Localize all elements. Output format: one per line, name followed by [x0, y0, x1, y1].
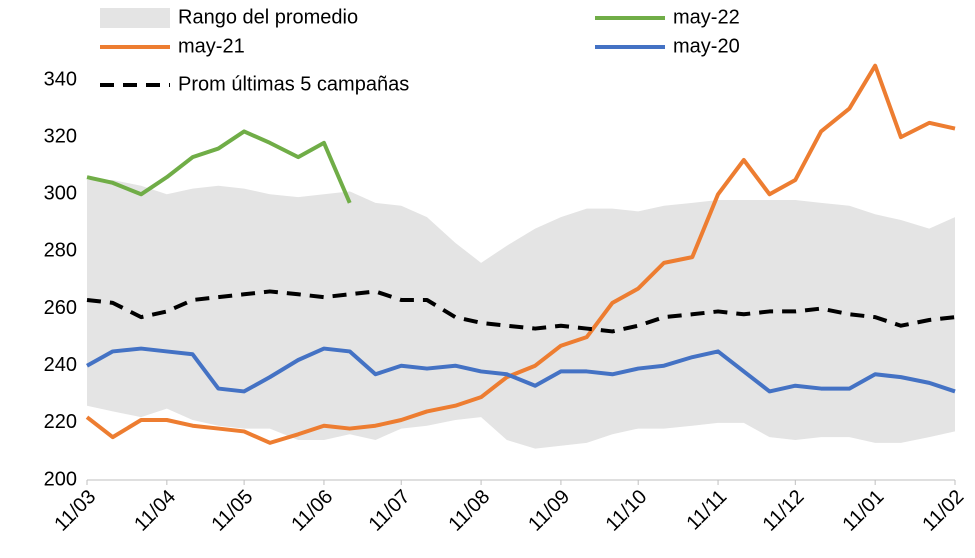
y-tick-label: 320: [44, 125, 77, 147]
y-tick-label: 220: [44, 411, 77, 433]
x-tick-label: 11/09: [524, 486, 574, 536]
x-tick-label: 11/02: [918, 486, 968, 536]
y-tick-label: 280: [44, 240, 77, 262]
y-tick-label: 260: [44, 297, 77, 319]
x-tick-label: 11/11: [682, 486, 731, 535]
series-line: [86, 289, 956, 334]
legend-label: may-20: [673, 35, 740, 57]
series-line: [86, 129, 352, 204]
legend-swatch: [100, 8, 170, 28]
x-tick-label: 11/12: [759, 486, 809, 536]
x-tick-label: 11/04: [130, 486, 180, 536]
y-tick-label: 240: [44, 354, 77, 376]
legend-label: Rango del promedio: [178, 6, 358, 28]
x-tick-label: 11/08: [444, 486, 494, 536]
series-line: [86, 346, 956, 394]
legend-label: may-22: [673, 6, 740, 28]
x-tick-label: 11/05: [207, 486, 257, 536]
y-tick-label: 340: [44, 68, 77, 90]
legend-label: Prom últimas 5 campañas: [178, 73, 409, 95]
x-tick-label: 11/07: [365, 486, 415, 536]
series-line: [85, 63, 956, 445]
x-tick-label: 11/03: [50, 486, 100, 536]
legend-label: may-21: [178, 35, 245, 57]
x-tick-label: 11/06: [287, 486, 337, 536]
range-band: [87, 180, 955, 449]
x-tick-label: 11/01: [839, 486, 889, 536]
x-tick-label: 11/10: [602, 486, 652, 536]
y-tick-label: 300: [44, 183, 77, 205]
y-tick-label: 200: [44, 468, 77, 490]
